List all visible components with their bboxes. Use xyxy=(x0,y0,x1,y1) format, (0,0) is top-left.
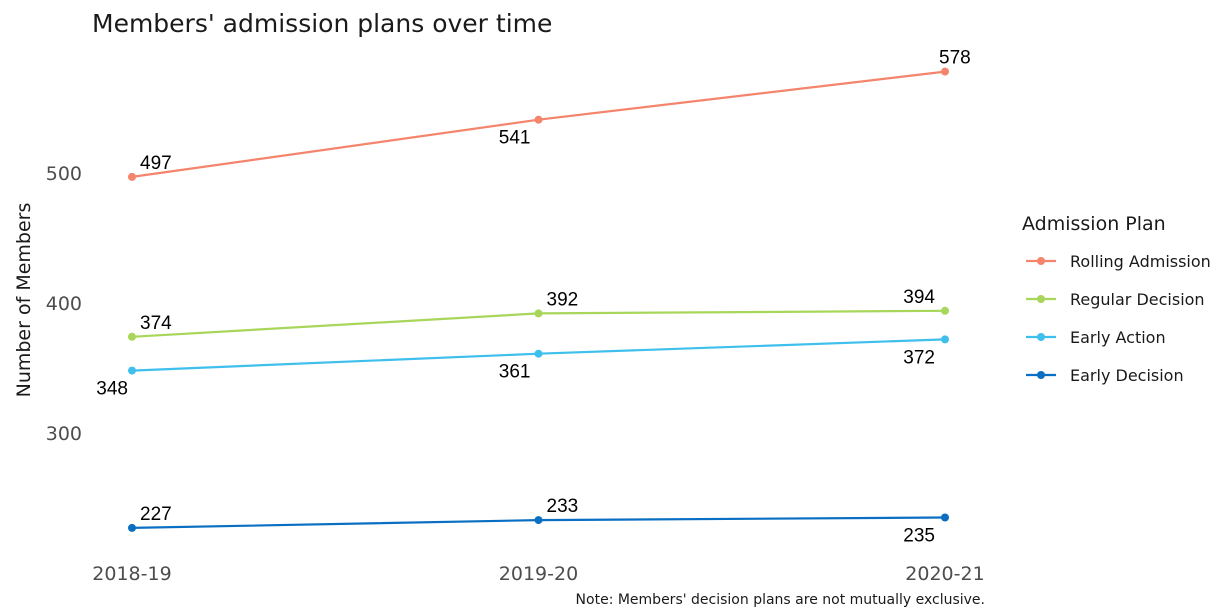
data-point xyxy=(941,67,949,76)
x-tick-label: 2020-21 xyxy=(905,563,984,585)
data-point xyxy=(534,115,543,124)
data-label: 392 xyxy=(547,289,579,310)
legend-label: Early Action xyxy=(1070,328,1166,347)
data-label: 497 xyxy=(140,153,172,174)
data-point xyxy=(128,366,136,375)
y-tick-label: 500 xyxy=(46,163,82,185)
data-label: 372 xyxy=(903,347,935,368)
data-point xyxy=(128,172,136,181)
data-label: 361 xyxy=(499,362,531,383)
data-label: 348 xyxy=(96,379,128,400)
series-early-action: 348 361 372 xyxy=(96,335,949,400)
data-label: 233 xyxy=(547,496,579,517)
data-label: 374 xyxy=(140,313,172,334)
data-label: 235 xyxy=(903,526,935,547)
legend-item: Rolling Admission xyxy=(1026,252,1211,271)
legend-key-point xyxy=(1037,295,1045,303)
x-tick-label: 2019-20 xyxy=(499,563,578,585)
data-point xyxy=(534,309,543,318)
data-point xyxy=(941,306,949,315)
data-point xyxy=(941,513,949,522)
legend-key-point xyxy=(1037,371,1045,379)
legend-item: Regular Decision xyxy=(1026,290,1205,309)
chart-note: Note: Members' decision plans are not mu… xyxy=(576,592,985,608)
data-label: 578 xyxy=(939,48,971,69)
chart-title: Members' admission plans over time xyxy=(92,9,552,38)
y-axis-ticks: 300 400 500 xyxy=(46,163,82,445)
y-axis-label: Number of Members xyxy=(13,203,35,398)
y-tick-label: 400 xyxy=(46,293,82,315)
data-point xyxy=(534,349,543,358)
data-label: 394 xyxy=(903,287,935,308)
legend-key-point xyxy=(1037,257,1045,265)
series-rolling-admission: 497 541 578 xyxy=(128,48,971,181)
legend-item: Early Decision xyxy=(1026,366,1184,385)
x-axis-ticks: 2018-19 2019-20 2020-21 xyxy=(92,563,984,585)
legend-label: Rolling Admission xyxy=(1070,252,1211,271)
data-label: 541 xyxy=(499,128,531,149)
series-regular-decision: 374 392 394 xyxy=(128,287,949,341)
data-label: 227 xyxy=(140,504,172,525)
series-group: 497 541 578 374 392 394 348 361 372 227 233 235 xyxy=(96,48,970,547)
data-point xyxy=(534,516,543,525)
x-tick-label: 2018-19 xyxy=(92,563,171,585)
legend-item: Early Action xyxy=(1026,328,1166,347)
legend: Admission Plan Rolling Admission Regular … xyxy=(1022,213,1211,385)
legend-label: Early Decision xyxy=(1070,366,1184,385)
y-tick-label: 300 xyxy=(46,423,82,445)
series-line xyxy=(131,70,946,178)
series-early-decision: 227 233 235 xyxy=(128,496,949,547)
legend-key-point xyxy=(1037,333,1045,341)
data-point xyxy=(128,523,136,532)
legend-title: Admission Plan xyxy=(1022,213,1166,235)
data-point xyxy=(128,332,136,341)
legend-label: Regular Decision xyxy=(1070,290,1205,309)
data-point xyxy=(941,335,949,344)
